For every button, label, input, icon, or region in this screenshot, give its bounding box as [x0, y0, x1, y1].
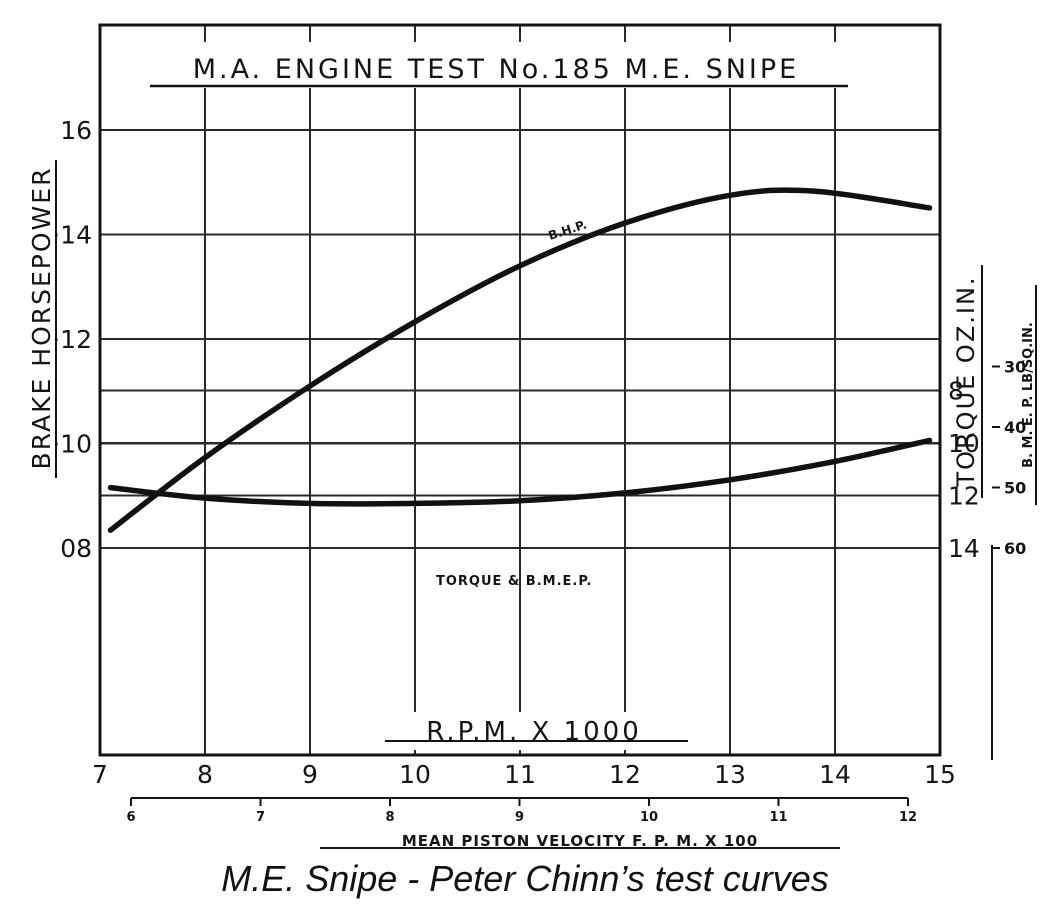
piston-velocity-label: MEAN PISTON VELOCITY F. P. M. X 100: [402, 832, 758, 850]
y-tick-label: ·14: [52, 221, 92, 250]
x-tick-label: 12: [609, 760, 641, 789]
piston-velocity-tick-label: 10: [640, 810, 658, 825]
torque-bmep-curve: [107, 437, 933, 507]
figure-caption: M.E. Snipe - Peter Chinn’s test curves: [221, 858, 829, 899]
bmep-tick-label: 40: [1004, 418, 1026, 437]
bmep-axis-label: B. M. E. P. LB/SQ.IN.: [1021, 322, 1036, 468]
torque-tick-label: 10: [948, 429, 980, 458]
y-tick-label: ·10: [52, 430, 92, 459]
plot-frame: [98, 23, 942, 757]
bmep-tick-label: 30: [1004, 358, 1026, 377]
x-tick-label: 13: [714, 760, 746, 789]
bmep-tick-label: 60: [1004, 539, 1026, 558]
x-tick-label: 11: [504, 760, 536, 789]
torque-tick-label: 12: [948, 482, 980, 511]
chart-title: M.A. ENGINE TEST No.185 M.E. SNIPE: [193, 54, 799, 85]
y-tick-label: ·12: [52, 325, 92, 354]
x-label-box: [384, 712, 690, 750]
y-axis-label: BRAKE HORSEPOWER: [27, 167, 56, 470]
x-tick-label: 15: [924, 760, 956, 789]
grid: [99, 25, 941, 755]
x-tick-label: 8: [197, 760, 213, 789]
piston-velocity-tick-label: 11: [769, 810, 787, 825]
torque-tick-label: 14: [948, 534, 980, 563]
piston-velocity-tick-label: 9: [515, 810, 524, 825]
torque-series-label: TORQUE & B.M.E.P.: [436, 574, 592, 589]
title-box: [138, 42, 854, 88]
series-layer: [107, 187, 933, 533]
piston-velocity-ticks: 6 7 8 9 10 11 12: [126, 798, 917, 825]
x-axis-ticks: 7 8 9 10 11 12 13 14 15: [92, 760, 956, 789]
bmep-axis-ticks: 60 50 40 30: [992, 358, 1026, 558]
y-axis-ticks: 16 ·14 ·12 ·10 08: [52, 116, 92, 563]
torque-tick-label: 8: [948, 377, 964, 406]
x-tick-label: 10: [399, 760, 431, 789]
engine-test-chart: M.A. ENGINE TEST No.185 M.E. SNIPE 16 ·14…: [27, 23, 1037, 850]
x-tick-label: 14: [819, 760, 851, 789]
y-tick-label: 08: [60, 534, 92, 563]
piston-velocity-tick-label: 8: [385, 810, 394, 825]
x-axis-label: R.P.M. X 1000: [426, 717, 642, 747]
piston-velocity-tick-label: 7: [256, 810, 265, 825]
x-tick-label: 7: [92, 760, 108, 789]
bmep-tick-label: 50: [1004, 479, 1026, 498]
piston-velocity-tick-label: 12: [899, 810, 917, 825]
bhp-curve: [107, 187, 933, 533]
torque-axis-ticks: 14 12 10 8: [948, 377, 980, 564]
y-tick-label: 16: [60, 116, 92, 145]
x-tick-label: 9: [302, 760, 318, 789]
piston-velocity-tick-label: 6: [126, 810, 135, 825]
torque-axis-label: TORQUE OZ.IN.: [952, 275, 980, 487]
